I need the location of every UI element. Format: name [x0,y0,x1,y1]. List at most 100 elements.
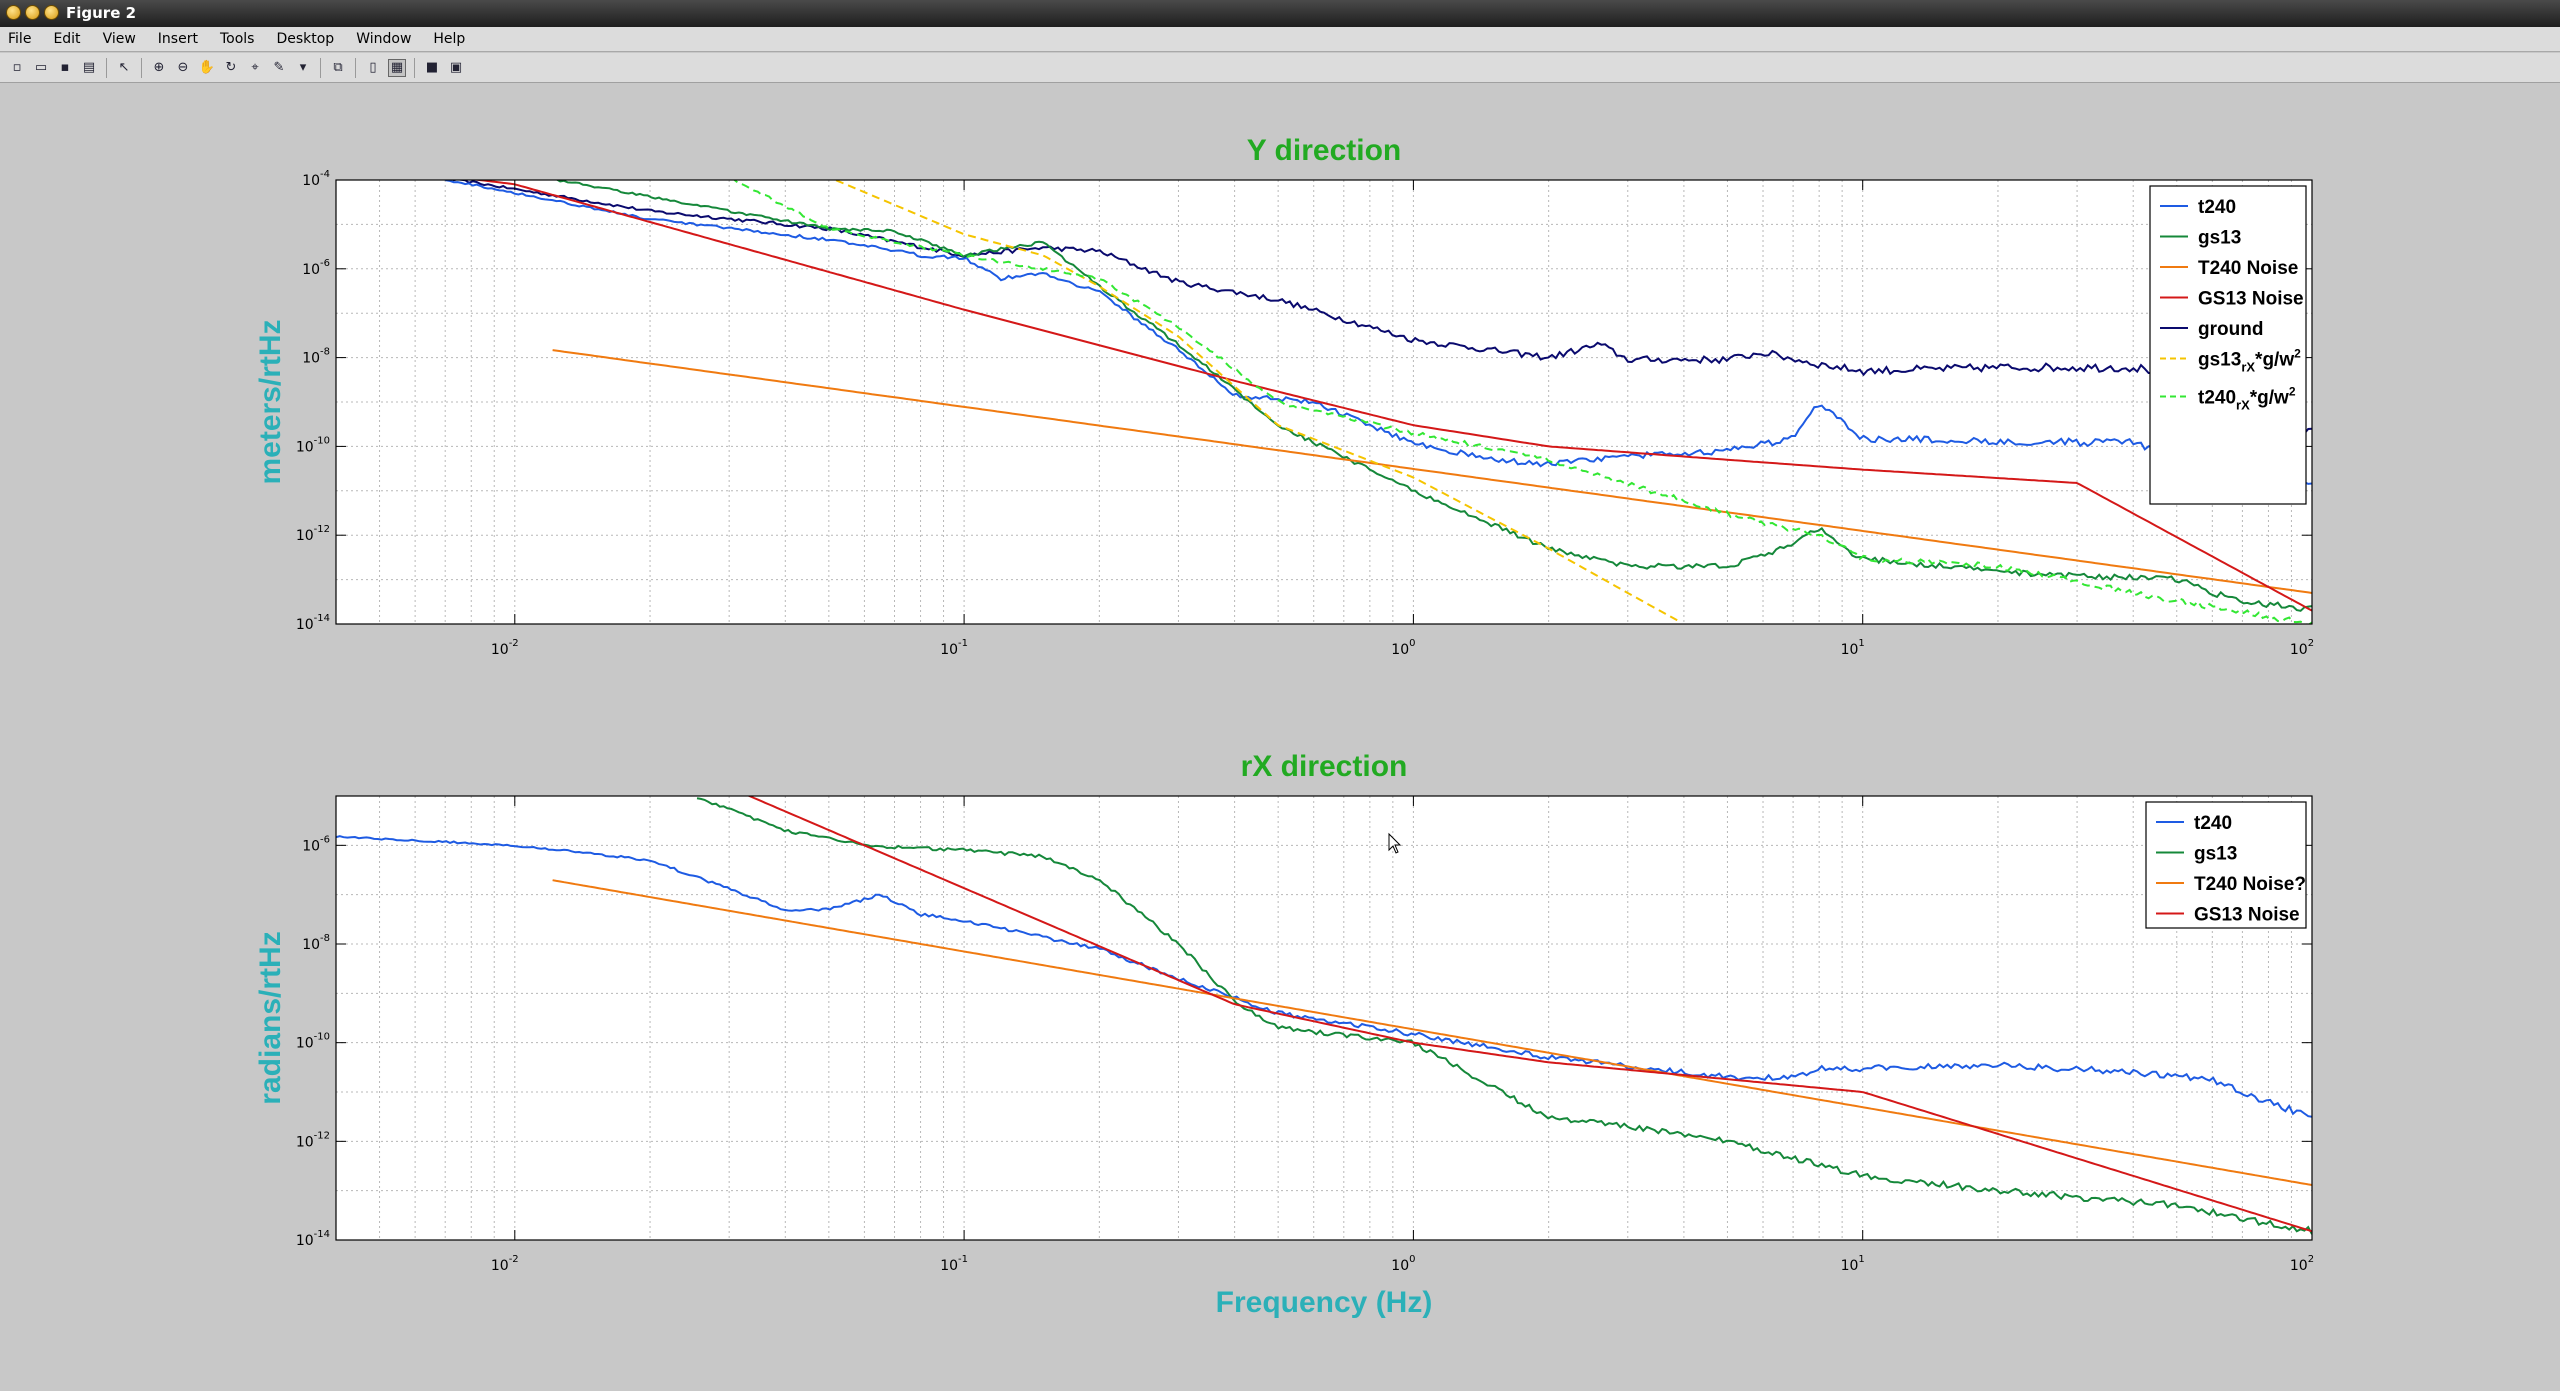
zoom-in-icon[interactable]: ⊕ [153,60,165,75]
legend-entry: gs13 [2194,844,2237,865]
y-tick-label: 10-14 [296,1229,330,1249]
series-line-red [746,796,2312,1233]
menu-tools[interactable]: Tools [219,31,255,47]
menu-window[interactable]: Window [356,31,412,47]
x-tick-label: 10-1 [940,1254,968,1274]
open-file-icon[interactable]: ▭ [34,60,48,75]
y-tick-label: 10-10 [296,1032,330,1052]
axis-ticks [336,179,2313,625]
mouse-pointer-icon [1388,832,1402,854]
link-plot-icon[interactable]: ⧉ [333,60,343,75]
x-tick-label: 102 [2290,1254,2314,1274]
menu-insert[interactable]: Insert [157,31,198,47]
legend-entry: t240 [2198,197,2236,218]
x-tick-label: 101 [1841,638,1865,658]
pan-hand-icon[interactable]: ✋ [198,60,216,75]
chart-title: rX direction [1241,750,1408,783]
series-line-navy [444,180,2312,435]
menu-desktop[interactable]: Desktop [276,31,335,47]
zoom-out-icon[interactable]: ⊖ [177,60,189,75]
colorbar-icon[interactable]: ▯ [369,60,377,75]
y-tick-label: 10-4 [302,169,330,189]
maximize-window-icon[interactable] [44,5,59,20]
series-group [443,180,2312,624]
legend-entry: gs13 [2198,228,2241,249]
toolbar-separator [106,57,107,78]
series-line-red [471,180,2312,612]
legend-entry: gs13rX*g/w2 [2198,347,2301,375]
series-line-green [553,180,2312,612]
y-axis-label: meters/rtHz [254,319,287,484]
y-tick-label: 10-8 [302,933,330,953]
x-tick-label: 101 [1841,1254,1865,1274]
y-tick-label: 10-8 [302,347,330,367]
series-line-blue [443,180,2312,485]
legend-box [2149,185,2307,505]
x-axis-label: Frequency (Hz) [1216,1286,1433,1319]
new-figure-icon[interactable]: ▫ [12,60,22,75]
series-line-blue [336,835,2312,1118]
x-tick-label: 102 [2290,638,2314,658]
save-icon[interactable]: ▪ [60,60,70,75]
brush-dropdown-icon[interactable]: ▾ [299,60,307,75]
y-tick-label: 10-6 [302,258,330,278]
menu-bar: File Edit View Insert Tools Desktop Wind… [0,27,2560,52]
legend-icon[interactable]: ▦ [388,58,406,77]
x-tick-label: 10-2 [491,1254,519,1274]
figure-toolbar: ▫ ▭ ▪ ▤ ↖ ⊕ ⊖ ✋ ↻ ⌖ ✎ ▾ ⧉ ▯ ▦ ■ ▣ [0,53,2560,83]
legend-entry: GS13 Noise [2198,289,2304,310]
y-tick-label: 10-12 [296,1130,330,1150]
x-tick-label: 10-1 [940,638,968,658]
y-tick-label: 10-10 [296,435,330,455]
grid-lines [335,179,2313,625]
menu-edit[interactable]: Edit [53,31,81,47]
rotate-3d-icon[interactable]: ↻ [225,60,237,75]
x-tick-label: 100 [1391,1254,1415,1274]
plot-area [336,796,2312,1240]
y-tick-label: 10-6 [302,834,330,854]
edit-plot-arrow-icon[interactable]: ↖ [118,60,130,75]
legend-entry: t240 [2194,813,2232,834]
y-tick-label: 10-14 [296,613,330,633]
x-tick-label: 10-2 [491,638,519,658]
legend-entry: T240 Noise [2198,258,2298,279]
legend-entry: t240rX*g/w2 [2198,385,2296,413]
y-direction-plot: 10-2 10-1 100 101 102 10-4 10-6 10-8 10-10 10-12 1… [254,134,2314,658]
menu-help[interactable]: Help [433,31,466,47]
series-line-lime [732,180,2312,624]
legend-entry: ground [2198,319,2263,340]
toolbar-separator [414,57,415,78]
legend: t240 gs13 T240 Noise? GS13 Noise [2145,801,2307,929]
y-tick-label: 10-12 [296,524,330,544]
toolbar-separator [355,57,356,78]
minimize-window-icon[interactable] [25,5,40,20]
window-title: Figure 2 [66,4,137,22]
series-group [336,796,2312,1235]
series-line-green [696,797,2312,1235]
axes-box [335,179,2313,625]
toolbar-separator [320,57,321,78]
legend: t240 gs13 T240 Noise GS13 Noise ground gs13rX… [2149,185,2307,505]
show-plot-tools-icon[interactable]: ▣ [449,60,463,75]
close-window-icon[interactable] [6,5,21,20]
figure-canvas: 10-2 10-1 100 101 10210-410-610-810-1010-121… [254,134,2314,1319]
chart-title: Y direction [1247,134,1401,167]
hide-plot-tools-icon[interactable]: ■ [425,60,439,75]
print-icon[interactable]: ▤ [82,60,96,75]
series-line-yellow [832,180,1682,624]
x-tick-label: 100 [1391,638,1415,658]
toolbar-separator [141,57,142,78]
data-cursor-icon[interactable]: ⌖ [251,60,259,75]
menu-view[interactable]: View [102,31,136,47]
series-line-orange [552,879,2312,1186]
title-bar: Figure 2 [0,0,2560,27]
menu-file[interactable]: File [8,31,32,47]
axes-box [335,795,2313,1241]
axis-ticks [336,796,2313,1241]
rx-direction-plot: 10-2 10-1 100 101 102 10-6 10-8 10-10 10-12 10-14… [254,750,2314,1319]
series-line-orange [552,349,2312,594]
legend-entry: GS13 Noise [2194,905,2300,926]
brush-icon[interactable]: ✎ [273,60,285,75]
legend-entry: T240 Noise? [2194,874,2306,895]
